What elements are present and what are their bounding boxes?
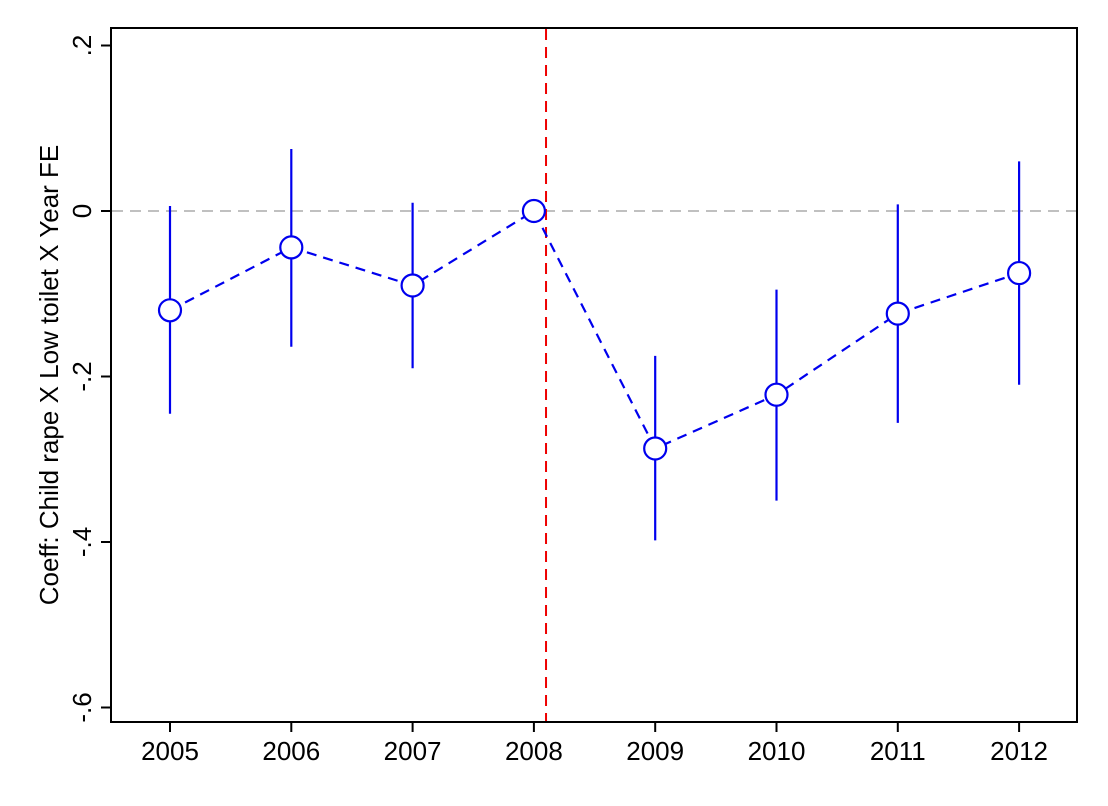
data-point-2006 — [279, 235, 304, 260]
x-tick-label-2006: 2006 — [262, 736, 320, 766]
plot-frame — [110, 27, 1078, 723]
x-tick-label-2009: 2009 — [626, 736, 684, 766]
y-tick-label-4: -.6 — [67, 692, 97, 722]
x-tick-label-2010: 2010 — [748, 736, 806, 766]
x-tick-label-2012: 2012 — [990, 736, 1048, 766]
series-line — [169, 209, 1020, 450]
data-point-2012 — [1006, 260, 1032, 286]
data-point-2005 — [157, 298, 183, 323]
x-axis-ticks: 2005 2006 2007 2008 2009 2010 2011 2012 — [141, 722, 1048, 766]
x-tick-label-2008: 2008 — [505, 736, 563, 766]
y-axis-title: Coeff: Child rape X Low toilet X Year FE — [34, 145, 64, 606]
data-points — [157, 198, 1032, 461]
x-tick-label-2011: 2011 — [870, 736, 926, 766]
reference-lines — [112, 29, 1076, 721]
y-tick-label-0: .2 — [67, 35, 97, 57]
data-point-2009 — [643, 436, 668, 461]
series-lines — [169, 209, 1020, 450]
y-tick-label-2: -.2 — [67, 361, 97, 391]
x-tick-label-2007: 2007 — [384, 736, 442, 766]
x-tick-label-2005: 2005 — [141, 736, 199, 766]
data-point-2010 — [764, 382, 789, 407]
data-point-2007 — [400, 273, 425, 298]
data-point-2011 — [885, 301, 910, 326]
y-tick-label-3: -.4 — [67, 527, 97, 557]
y-tick-label-1: 0 — [67, 204, 97, 218]
y-axis-ticks: .2 0 -.2 -.4 -.6 — [67, 35, 111, 723]
data-point-2008 — [521, 198, 547, 224]
